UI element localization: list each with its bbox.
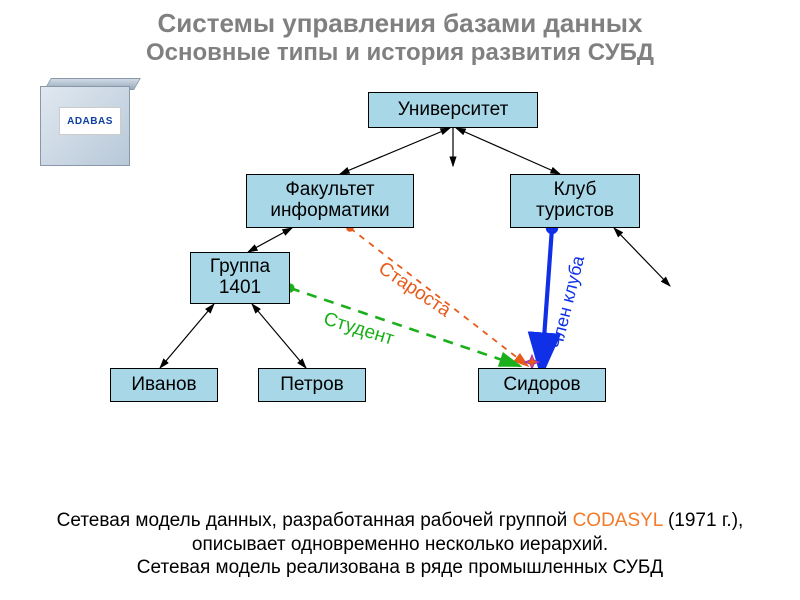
footer-text: Сетевая модель данных, разработанная раб… (0, 509, 800, 580)
edge-1 (456, 128, 560, 174)
convergence-star-icon (525, 355, 539, 369)
node-club: Клубтуристов (510, 174, 640, 228)
node-ivanov: Иванов (110, 368, 218, 402)
footer-codasyl: CODASYL (573, 510, 663, 531)
edge-0 (340, 128, 450, 174)
edge-6 (614, 228, 670, 286)
node-petrov: Петров (258, 368, 366, 402)
node-faculty: Факультетинформатики (246, 174, 414, 228)
edge-label-1: Студент (321, 308, 397, 350)
node-sidorov: Сидоров (478, 368, 606, 402)
node-university: Университет (368, 92, 538, 128)
edge-label-0: Староста (374, 258, 455, 322)
edge-3 (248, 228, 292, 252)
footer-part3: Сетевая модель реализована в ряде промыш… (137, 557, 663, 578)
title-line2: Основные типы и история развития СУБД (20, 39, 780, 67)
title-block: Системы управления базами данных Основны… (0, 0, 800, 71)
diagram-area: Университет Факультетинформатики Клубтурис… (0, 66, 800, 466)
edge-4 (160, 304, 214, 368)
edge-5 (252, 304, 306, 368)
title-line1: Системы управления базами данных (20, 8, 780, 39)
footer-part1: Сетевая модель данных, разработанная раб… (57, 510, 573, 531)
edge-label-2: Член клуба (546, 254, 589, 351)
node-group: Группа1401 (190, 252, 290, 304)
